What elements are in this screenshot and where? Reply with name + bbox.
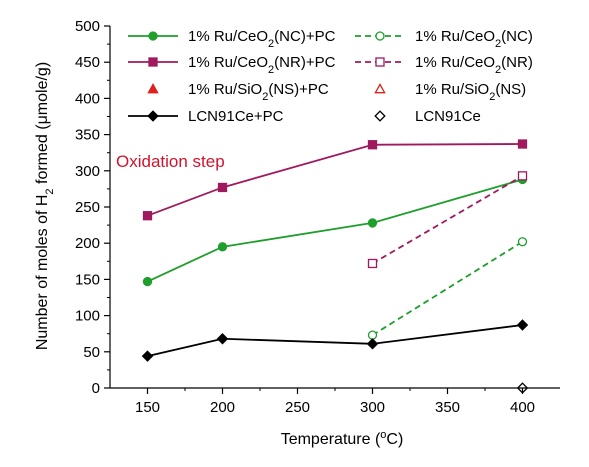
- legend-label: LCN91Ce+PC: [188, 108, 284, 125]
- data-point-ru-ceo2-nc-pc: [217, 242, 228, 252]
- y-tick-label: 200: [75, 235, 100, 252]
- x-tick-label: 250: [285, 399, 310, 416]
- y-tick-label: 500: [75, 18, 100, 35]
- data-point-ru-ceo2-nc-pc: [367, 218, 378, 228]
- legend-item-ru-ceo2-nc-pc: 1% Ru/CeO2(NC)+PC: [128, 28, 336, 50]
- data-point-ru-ceo2-nr-pc: [142, 211, 153, 221]
- data-point-lcn91ce-pc: [216, 333, 229, 345]
- legend-marker: [375, 31, 385, 41]
- x-tick-label: 150: [135, 399, 160, 416]
- axes: 0 50 100 150 200 250 300 350 400 450 500 150 200 250 3…: [75, 18, 560, 416]
- legend-label: LCN91Ce: [415, 108, 481, 125]
- legend-label: 1% Ru/CeO2(NR)+PC: [188, 54, 336, 76]
- series-ru-ceo2-nc: [367, 237, 528, 340]
- legend-label: 1% Ru/CeO2(NC)+PC: [188, 28, 336, 50]
- y-tick-label: 100: [75, 308, 100, 325]
- x-axis-title: Temperature (oC): [281, 429, 404, 448]
- legend-item-ru-ceo2-nc: 1% Ru/CeO2(NC): [355, 28, 533, 50]
- series-line-ru-ceo2-nr-pc: [147, 143, 523, 217]
- legend-marker: [148, 57, 158, 67]
- legend-marker: [374, 83, 386, 94]
- series-line-ru-ceo2-nc: [372, 240, 523, 336]
- y-tick-label: 350: [75, 127, 100, 144]
- oxidation-step-annotation: Oxidation step: [116, 152, 225, 171]
- y-tick-label: 300: [75, 163, 100, 180]
- legend-label: 1% Ru/SiO2(NS)+PC: [188, 81, 329, 103]
- x-tick-label: 300: [360, 399, 385, 416]
- data-point-ru-ceo2-nc-pc: [142, 276, 153, 287]
- y-tick-label: 400: [75, 90, 100, 107]
- legend-label: 1% Ru/CeO2(NR): [415, 54, 533, 76]
- data-point-lcn91ce-pc: [366, 338, 379, 350]
- data-point-ru-ceo2-nr-pc: [367, 140, 378, 150]
- y-tick-label: 50: [83, 344, 100, 361]
- data-point-ru-ceo2-nr: [367, 258, 378, 269]
- legend-label: 1% Ru/CeO2(NC): [415, 28, 533, 50]
- legend-item-lcn91ce-pc: LCN91Ce+PC: [128, 108, 284, 125]
- series-line-ru-ceo2-nc-pc: [147, 178, 523, 283]
- legend-marker: [147, 83, 159, 94]
- y-tick-label: 250: [75, 199, 100, 216]
- data-point-ru-ceo2-nr-pc: [217, 182, 228, 193]
- series-ru-ceo2-nc-pc: [142, 174, 528, 287]
- data-point-ru-ceo2-nc: [367, 330, 378, 340]
- legend-item-ru-sio2-ns: 1% Ru/SiO2(NS): [374, 81, 526, 103]
- data-point-ru-ceo2-nc: [517, 237, 528, 247]
- x-tick-label: 350: [435, 399, 460, 416]
- data-point-lcn91ce-pc: [141, 350, 154, 362]
- legend-item-ru-ceo2-nr: 1% Ru/CeO2(NR): [355, 54, 533, 76]
- legend-item-ru-ceo2-nr-pc: 1% Ru/CeO2(NR)+PC: [128, 54, 336, 76]
- legend-label: 1% Ru/SiO2(NS): [415, 81, 526, 103]
- y-axis-title: Number of moles of H2 formed (μmole/g): [34, 62, 56, 350]
- series-ru-ceo2-nr: [367, 171, 528, 269]
- legend-marker: [375, 57, 385, 67]
- y-tick-label: 0: [92, 380, 100, 397]
- x-tick-label: 200: [210, 399, 235, 416]
- legend-marker: [147, 110, 159, 122]
- y-tick-label: 150: [75, 271, 100, 288]
- legend-marker: [374, 110, 386, 122]
- y-tick-label: 450: [75, 54, 100, 71]
- legend-item-lcn91ce: LCN91Ce: [374, 108, 481, 125]
- legend-marker: [148, 31, 158, 41]
- series-line-lcn91ce-pc: [147, 324, 523, 358]
- legend-item-ru-sio2-ns-pc: 1% Ru/SiO2(NS)+PC: [147, 81, 329, 103]
- plot-area: [141, 139, 529, 394]
- series-ru-ceo2-nr-pc: [142, 139, 528, 221]
- data-point-ru-ceo2-nr-pc: [517, 139, 528, 149]
- legend: 1% Ru/CeO2(NC)+PC 1% Ru/CeO2(NC) 1% Ru/CeO…: [128, 28, 533, 125]
- series-lcn91ce-pc: [141, 319, 529, 362]
- data-point-lcn91ce-pc: [516, 319, 529, 331]
- series-line-ru-ceo2-nr: [372, 175, 523, 265]
- data-point-ru-ceo2-nr: [517, 171, 528, 181]
- x-tick-label: 400: [510, 399, 535, 416]
